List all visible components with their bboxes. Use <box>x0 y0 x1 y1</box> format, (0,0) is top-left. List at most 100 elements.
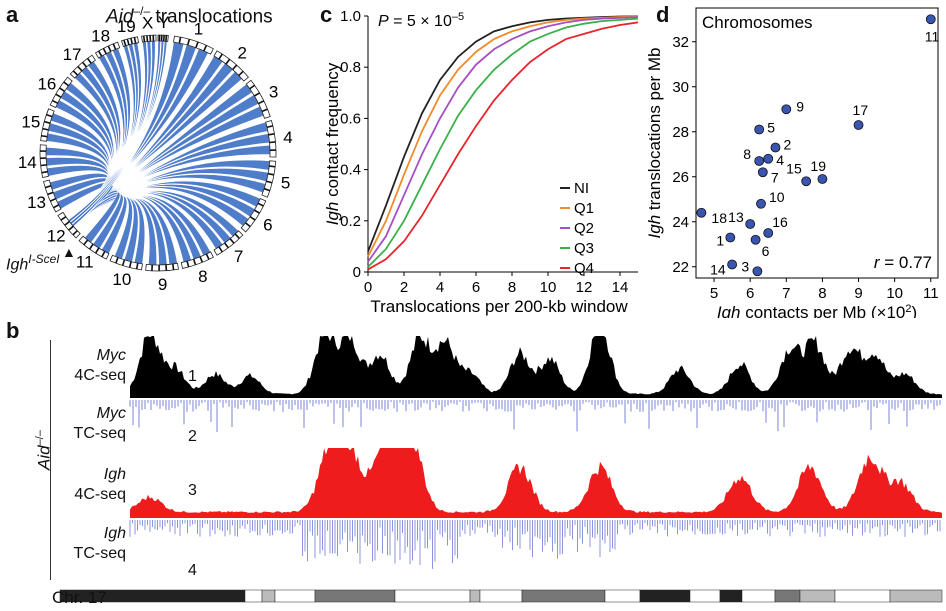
track-label-1: Myc 4C-seq <box>56 346 126 386</box>
scatter-point-3 <box>752 266 763 277</box>
chromosome-band <box>47 191 54 196</box>
chromosome-band <box>72 230 78 236</box>
chromosome-label-13: 13 <box>27 193 46 212</box>
chromosome-band <box>834 589 891 603</box>
panel-a-letter: a <box>6 2 19 27</box>
y-tick-label: 0.4 <box>340 162 361 179</box>
scatter-point-13 <box>745 219 756 229</box>
chromosome-band <box>94 247 100 254</box>
scatter-point-5 <box>754 124 765 135</box>
chromosome-band <box>266 180 273 184</box>
chromosome-label-11: 11 <box>76 253 94 272</box>
chromosome-label-17: 17 <box>63 45 82 64</box>
chromosome-band <box>195 41 199 48</box>
chromosome-label-2: 2 <box>237 44 246 63</box>
chromosome-band <box>261 589 276 603</box>
x-tick-label: 8 <box>508 279 516 296</box>
y-tick-label: 0.6 <box>340 110 361 127</box>
point-label-4: 4 <box>776 152 784 168</box>
legend-label-Q4: Q4 <box>574 260 594 277</box>
chromosome-band <box>799 589 836 603</box>
track-1-gene: Myc <box>96 347 126 364</box>
chromosome-band <box>42 127 49 131</box>
y-tick-label: 1.0 <box>340 8 361 25</box>
chromosome-band <box>86 57 92 64</box>
chromosome-band <box>64 220 70 226</box>
chromosome-band <box>192 258 197 266</box>
chromosome-ideogram-1 <box>173 35 214 55</box>
chromosome-band <box>269 165 276 168</box>
y-tick-label: 22 <box>672 259 689 276</box>
x-tick-label: 12 <box>576 279 593 296</box>
chromosome-band <box>639 589 691 603</box>
chromosome-label-Y: Y <box>158 13 169 32</box>
x-axis-label: Igh contacts per Mb (×102) <box>717 303 917 318</box>
chromosome-band <box>719 589 743 603</box>
track-number-1: 1 <box>188 368 197 385</box>
chromosome-band <box>63 81 69 87</box>
chromosome-band <box>258 100 265 105</box>
track-4-gene: Igh <box>103 525 126 542</box>
point-label-8: 8 <box>743 146 751 162</box>
chromosome-band <box>238 70 244 77</box>
chromosome-band <box>314 589 396 603</box>
chromosome-label-9: 9 <box>158 275 167 294</box>
chromosome-label-4: 4 <box>283 128 292 147</box>
y-axis-label: Igh translocations per Mb <box>645 48 664 239</box>
chromosome-band <box>102 48 107 55</box>
scatter-point-2 <box>770 142 781 153</box>
point-label-17: 17 <box>853 102 869 118</box>
chromosome-label-6: 6 <box>263 215 272 234</box>
y-tick-label: 24 <box>672 214 689 231</box>
track-label-2: Myc TC-seq <box>56 404 126 444</box>
chromosome-band <box>130 37 134 45</box>
chromosome-ideogram-9 <box>145 262 179 272</box>
chromosome-band <box>203 45 208 52</box>
chromosome-band <box>44 185 52 189</box>
chromosome-band <box>394 589 471 603</box>
chromosome-band <box>263 187 271 192</box>
scatter-point-16 <box>763 228 774 238</box>
chromosome-band <box>178 37 182 44</box>
x-axis-label: Translocations per 200-kb window <box>370 297 628 316</box>
igh-iscei-label: IghI-SceI <box>6 252 60 274</box>
scatter-point-4 <box>763 153 774 164</box>
chromosome-band <box>55 93 62 98</box>
contact-frequency-chart: 0 0.2 0.4 0.6 0.8 1.0 0 2 4 6 8 10 12 14 NI Q1 Q2 Q3 Q4 P =… <box>323 8 639 316</box>
chromosome-band <box>244 589 263 603</box>
point-label-7: 7 <box>771 169 779 185</box>
chromosome-band <box>689 589 721 603</box>
x-tick-label: 9 <box>854 285 862 302</box>
chromosome-band <box>68 225 74 231</box>
chromosome-band <box>41 170 48 174</box>
myc-tc-seq-track <box>129 400 941 432</box>
y-tick-label: 0.2 <box>340 213 361 230</box>
genotype-bracket-line <box>50 340 51 580</box>
scatter-point-17 <box>853 120 864 130</box>
chromosome-band <box>266 125 274 129</box>
iscei-label: I-SceI <box>28 252 60 266</box>
chromosome-band <box>146 35 149 42</box>
chart-title: Chromosomes <box>702 13 813 32</box>
chromosome-band <box>59 87 65 92</box>
chromosome-band <box>274 589 316 603</box>
chromosome-band <box>121 259 126 266</box>
chromosome-band <box>253 209 260 214</box>
chromosome-band <box>889 589 943 603</box>
panel-a-title: Aid–/– translocations <box>106 4 273 28</box>
point-label-1: 1 <box>716 233 724 249</box>
chromosome-label-16: 16 <box>37 75 56 94</box>
chromosome-band <box>135 263 139 270</box>
igh-tc-seq-track <box>129 520 941 569</box>
chromosome-band <box>88 243 94 250</box>
chromosome-band <box>218 246 224 253</box>
chromosome-label-7: 7 <box>234 247 243 266</box>
point-label-9: 9 <box>796 98 804 114</box>
point-label-10: 10 <box>769 189 785 205</box>
x-tick-label: 6 <box>472 279 480 296</box>
y-tick-label: 26 <box>672 169 689 186</box>
series-line-Q2 <box>367 16 639 263</box>
chromosome-band <box>51 99 59 104</box>
scatter-point-18 <box>696 207 707 218</box>
